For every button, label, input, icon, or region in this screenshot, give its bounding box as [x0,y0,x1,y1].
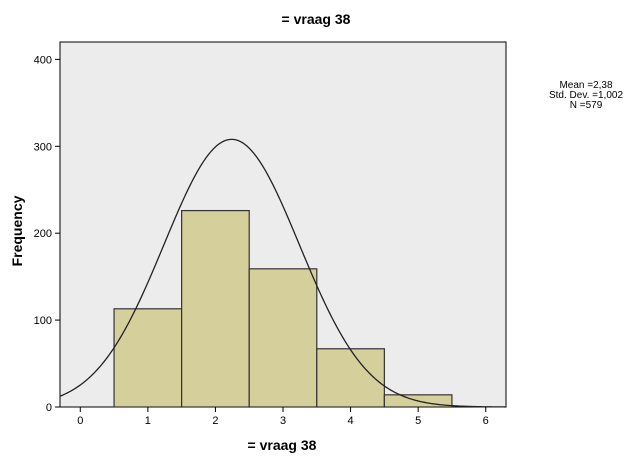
y-tick-label: 100 [34,315,52,327]
normal-curve [59,138,507,408]
histogram-bar-2 [181,209,250,408]
stat-mean: Mean =2,38 [559,80,613,91]
y-axis-title: Frequency [9,195,25,266]
x-tick-label: 4 [348,415,354,427]
bars-layer [113,209,453,408]
x-tick-label: 3 [280,415,286,427]
x-tick-label: 1 [145,415,151,427]
x-tick-label: 0 [77,415,83,427]
y-tick-label: 400 [34,54,52,66]
x-tick-label: 6 [483,415,489,427]
y-tick-label: 300 [34,141,52,153]
y-tick-label: 0 [46,402,52,414]
curve-layer [59,138,507,408]
histogram-bar-3 [248,268,318,408]
y-tick-label: 200 [34,228,52,240]
chart-title: = vraag 38 [282,11,351,27]
stats-box: Mean =2,38 Std. Dev. =1,002 N =579 [549,80,623,111]
x-axis-title: = vraag 38 [248,437,317,453]
stat-n: N =579 [570,100,603,111]
x-tick-label: 2 [212,415,218,427]
x-tick-label: 5 [415,415,421,427]
histogram-bar-1 [113,308,183,408]
stat-std-dev: Std. Dev. =1,002 [549,90,623,101]
axes-layer: 0 1 2 3 4 5 6 0 100 200 300 400 [34,54,489,427]
